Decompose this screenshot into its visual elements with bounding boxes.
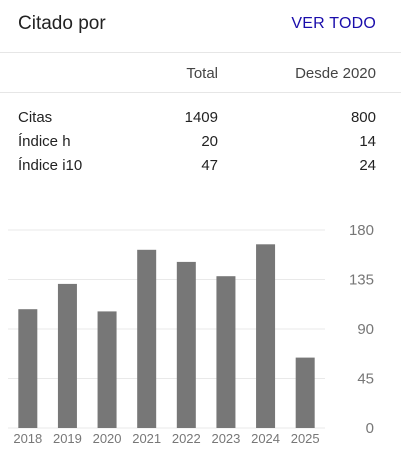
bar-2018[interactable] [18, 309, 38, 428]
y-tick-label: 90 [357, 321, 374, 338]
row-since-value: 800 [350, 109, 376, 126]
row-label: Citas [18, 109, 53, 126]
x-tick-label: 2025 [291, 431, 320, 446]
x-tick-label: 2019 [53, 431, 82, 446]
bar-2022[interactable] [176, 261, 196, 428]
stats-row-citations: Citas 1409 800 [0, 109, 401, 131]
y-tick-label: 0 [366, 420, 374, 437]
bar-2020[interactable] [97, 311, 117, 428]
row-total-value: 47 [201, 157, 218, 174]
x-tick-label: 2018 [13, 431, 42, 446]
x-tick-label: 2023 [211, 431, 240, 446]
bar-2021[interactable] [137, 249, 157, 428]
x-tick-label: 2020 [93, 431, 122, 446]
x-tick-label: 2021 [132, 431, 161, 446]
column-header-since: Desde 2020 [295, 65, 376, 82]
y-tick-label: 45 [357, 371, 374, 388]
stats-row-h-index: Índice h 20 14 [0, 133, 401, 155]
row-total-value: 20 [201, 133, 218, 150]
row-since-value: 24 [359, 157, 376, 174]
row-total-value: 1409 [184, 109, 218, 126]
y-tick-label: 135 [349, 272, 374, 289]
view-all-link[interactable]: VER TODO [291, 15, 376, 32]
y-tick-label: 180 [349, 222, 374, 239]
bar-2025[interactable] [295, 357, 315, 428]
bar-2024[interactable] [256, 244, 276, 428]
cited-by-header: Citado por VER TODO [0, 0, 401, 53]
x-tick-label: 2022 [172, 431, 201, 446]
stats-row-i10-index: Índice i10 47 24 [0, 157, 401, 179]
row-label: Índice i10 [18, 157, 83, 174]
bar-2019[interactable] [57, 283, 77, 428]
x-tick-label: 2024 [251, 431, 280, 446]
column-header-total: Total [186, 65, 218, 82]
row-label: Índice h [18, 133, 71, 150]
bar-2023[interactable] [216, 276, 236, 428]
cited-by-title: Citado por [18, 13, 106, 34]
stats-header-row: Total Desde 2020 [0, 52, 401, 93]
row-since-value: 14 [359, 133, 376, 150]
